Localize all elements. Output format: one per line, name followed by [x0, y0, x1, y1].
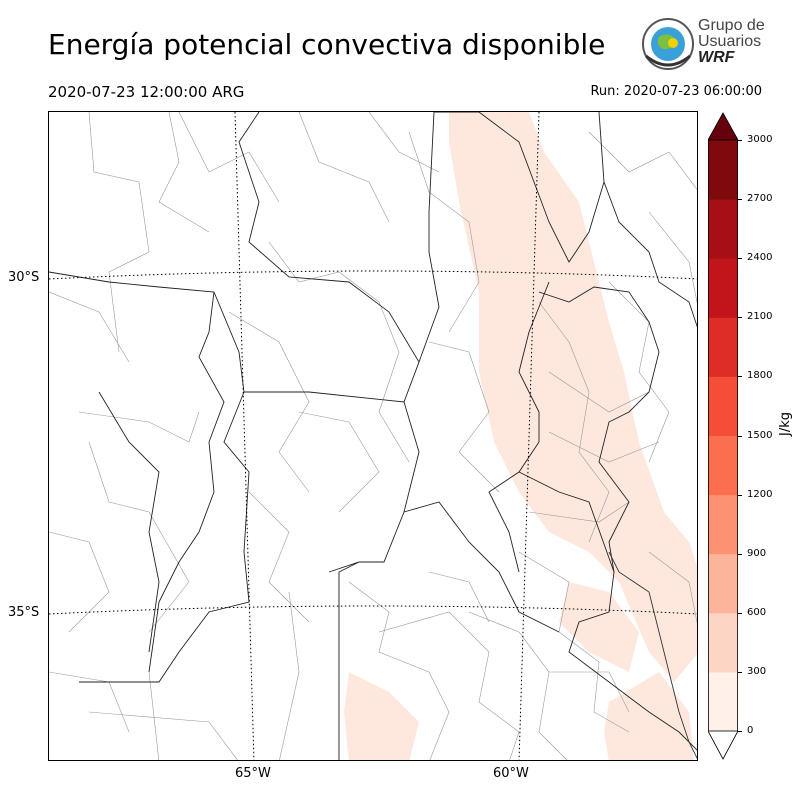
wrf-logo: Grupo de Usuarios WRF [640, 16, 765, 72]
colorbar-unit: J/kg [778, 412, 793, 436]
colorbar-frame [708, 139, 738, 732]
colorbar-band [708, 494, 738, 555]
colorbar-band [708, 553, 738, 614]
colorbar-tick-label: 0 [747, 725, 754, 736]
cape-map [48, 111, 698, 761]
department-boundaries [49, 112, 697, 760]
colorbar-extend-under [707, 730, 739, 760]
colorbar-tick-mark [738, 376, 742, 378]
map-canvas [49, 112, 697, 760]
colorbar-tick-mark [738, 731, 742, 732]
colorbar-tick-label: 3000 [747, 134, 773, 145]
valid-time: 2020-07-23 12:00:00 ARG [48, 83, 245, 101]
colorbar-tick-label: 900 [747, 547, 767, 559]
colorbar-tick-label: 2700 [747, 193, 773, 205]
cape-shading [344, 112, 697, 760]
colorbar-tick-mark [738, 317, 742, 319]
colorbar [707, 111, 739, 761]
colorbar-tick-label: 300 [747, 665, 767, 677]
logo-line-3: WRF [698, 49, 735, 66]
colorbar-band [708, 376, 738, 436]
colorbar-band [708, 435, 738, 496]
colorbar-band [708, 258, 738, 318]
colorbar-tick-mark [738, 435, 742, 437]
graticule [49, 112, 697, 760]
colorbar-tick-label: 1200 [747, 488, 773, 500]
colorbar-tick-mark [738, 553, 742, 555]
coastline [608, 551, 697, 760]
colorbar-tick-mark [738, 199, 742, 201]
logo-line-2: Usuarios [698, 33, 762, 50]
map-title: Energía potencial convectiva disponible [48, 28, 606, 61]
colorbar-band [708, 671, 738, 732]
lat-label-30s: 30°S [8, 270, 40, 285]
colorbar-band [708, 612, 738, 673]
colorbar-tick-label: 1500 [747, 429, 773, 441]
globe-icon [642, 18, 694, 70]
colorbar-tick-label: 600 [747, 606, 767, 618]
colorbar-tick-mark [738, 140, 742, 141]
logo-line-1: Grupo de [698, 17, 765, 34]
colorbar-tick-mark [738, 258, 742, 260]
colorbar-tick-label: 2100 [747, 311, 773, 323]
run-time: Run: 2020-07-23 06:00:00 [590, 84, 762, 99]
colorbar-extend-over [707, 112, 739, 141]
colorbar-tick-mark [738, 494, 742, 496]
lat-label-35s: 35°S [8, 605, 40, 620]
colorbar-band [708, 199, 738, 259]
province-boundaries [49, 112, 697, 760]
colorbar-tick-label: 2400 [747, 252, 773, 264]
colorbar-band [708, 140, 738, 200]
colorbar-tick-mark [738, 612, 742, 614]
colorbar-bands [707, 112, 739, 760]
lon-label-65w: 65°W [235, 766, 271, 781]
lon-label-60w: 60°W [493, 766, 529, 781]
colorbar-band [708, 317, 738, 377]
colorbar-tick-mark [738, 671, 742, 673]
colorbar-tick-label: 1800 [747, 370, 773, 382]
